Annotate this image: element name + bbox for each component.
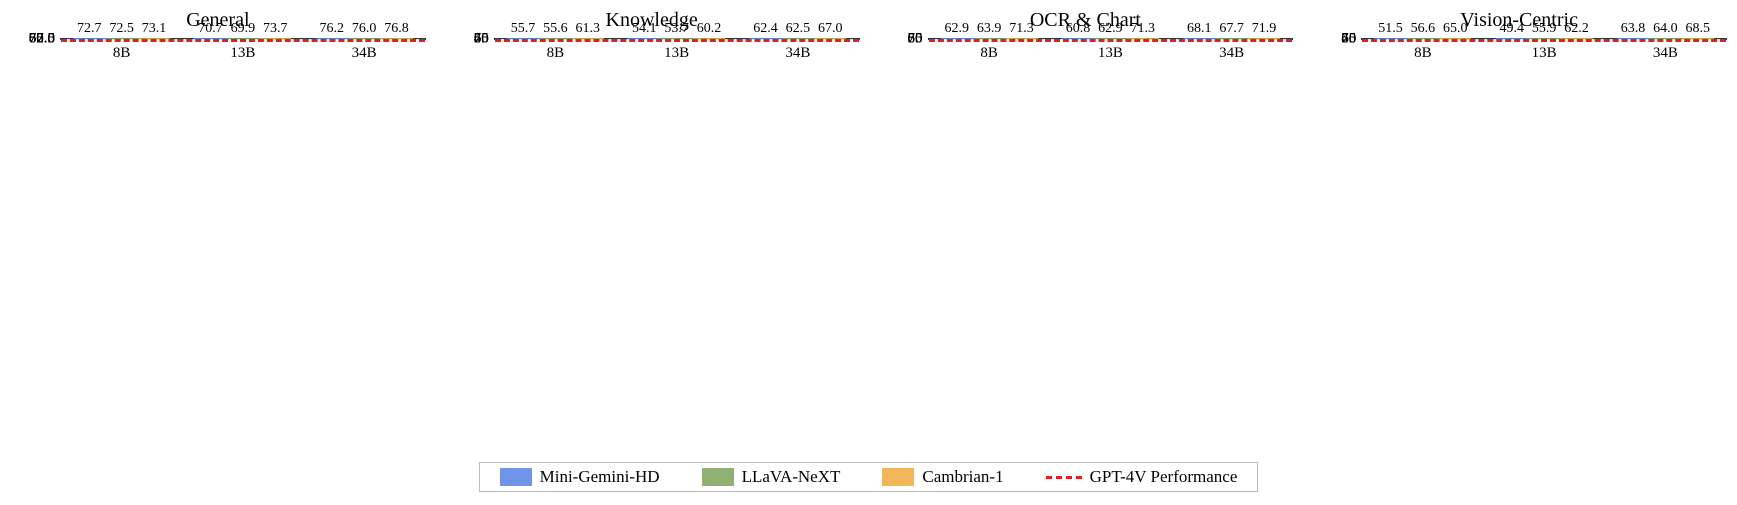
ytick-label: 70 (474, 31, 489, 48)
legend-label: GPT-4V Performance (1090, 467, 1238, 487)
xtick-label: 34B (1653, 45, 1678, 62)
bar-value-label: 67.7 (1219, 21, 1244, 37)
ytick-label: 80.0 (29, 31, 55, 48)
bar-value-label: 76.2 (320, 21, 345, 37)
bar-value-label: 60.8 (1066, 21, 1091, 37)
bar-value-label: 62.9 (945, 21, 970, 37)
panel-3: Vision-Centric45505560657051.556.665.08B… (1311, 10, 1727, 430)
gpt4v-refline (1362, 39, 1726, 42)
bar-value-label: 71.3 (1009, 21, 1034, 37)
bar-value-label: 62.9 (1098, 21, 1123, 37)
legend-item-llava_next: LLaVA-NeXT (702, 467, 841, 487)
bar-value-label: 60.2 (697, 21, 722, 37)
bar-value-label: 72.7 (77, 21, 102, 37)
plot-area: 55606570758062.963.971.38B60.862.971.313… (928, 38, 1294, 40)
xtick-label: 13B (664, 45, 689, 62)
bar-value-label: 54.1 (632, 21, 657, 37)
bar-value-label: 65.0 (1443, 21, 1468, 37)
bar-value-label: 49.4 (1500, 21, 1525, 37)
bar-value-label: 72.5 (109, 21, 134, 37)
bar-value-label: 73.1 (142, 21, 167, 37)
bar-value-label: 61.3 (575, 21, 600, 37)
legend-item-cambrian_1: Cambrian-1 (882, 467, 1003, 487)
bar-value-label: 67.0 (818, 21, 843, 37)
bar-value-label: 51.5 (1378, 21, 1403, 37)
bar-value-label: 62.2 (1564, 21, 1589, 37)
xtick-label: 8B (113, 45, 131, 62)
bar-value-label: 55.9 (1532, 21, 1557, 37)
panel-2: OCR & Chart55606570758062.963.971.38B60.… (878, 10, 1294, 430)
bar-value-label: 55.7 (511, 21, 536, 37)
bar-value-label: 73.7 (263, 21, 288, 37)
legend: Mini-Gemini-HD LLaVA-NeXT Cambrian-1 GPT-4V… (479, 462, 1259, 492)
bar-value-label: 68.5 (1685, 21, 1710, 37)
xtick-label: 34B (1219, 45, 1244, 62)
bar-value-label: 76.8 (384, 21, 409, 37)
legend-swatch (882, 468, 914, 486)
ytick-label: 80 (908, 31, 923, 48)
xtick-label: 13B (1098, 45, 1123, 62)
xtick-label: 8B (547, 45, 565, 62)
gpt4v-refline (929, 39, 1293, 42)
bar-value-label: 56.6 (1411, 21, 1436, 37)
legend-item-mini_gemini_hd: Mini-Gemini-HD (500, 467, 660, 487)
bar-value-label: 76.0 (352, 21, 377, 37)
bar-value-label: 71.3 (1130, 21, 1155, 37)
xtick-label: 13B (230, 45, 255, 62)
bar-value-label: 64.0 (1653, 21, 1678, 37)
legend-label: Cambrian-1 (922, 467, 1003, 487)
bar-value-label: 69.9 (231, 21, 256, 37)
xtick-label: 34B (352, 45, 377, 62)
figure: General60.062.565.067.570.072.575.077.58… (10, 10, 1727, 495)
bar-value-label: 62.4 (753, 21, 778, 37)
xtick-label: 13B (1532, 45, 1557, 62)
xtick-label: 34B (785, 45, 810, 62)
ytick-label: 70 (1341, 31, 1356, 48)
legend-line-swatch (1046, 476, 1082, 479)
bar-value-label: 70.7 (198, 21, 223, 37)
panel-0: General60.062.565.067.570.072.575.077.58… (10, 10, 426, 430)
gpt4v-refline (495, 39, 859, 42)
plot-area: 45505560657051.556.665.08B49.455.962.213… (1361, 38, 1727, 40)
xtick-label: 8B (980, 45, 998, 62)
panels-row: General60.062.565.067.570.072.575.077.58… (10, 10, 1727, 430)
legend-swatch (702, 468, 734, 486)
gpt4v-refline (61, 39, 425, 42)
panel-1: Knowledge45505560657055.755.661.38B54.15… (444, 10, 860, 430)
bar-value-label: 63.9 (977, 21, 1002, 37)
bar-value-label: 53.7 (664, 21, 689, 37)
bar-value-label: 71.9 (1252, 21, 1277, 37)
bar-value-label: 55.6 (543, 21, 568, 37)
legend-label: Mini-Gemini-HD (540, 467, 660, 487)
plot-area: 45505560657055.755.661.38B54.153.760.213… (494, 38, 860, 40)
xtick-label: 8B (1414, 45, 1432, 62)
bar-value-label: 63.8 (1621, 21, 1646, 37)
plot-area: 60.062.565.067.570.072.575.077.580.072.7… (60, 38, 426, 40)
bar-value-label: 68.1 (1187, 21, 1212, 37)
legend-item-refline: GPT-4V Performance (1046, 467, 1238, 487)
bar-value-label: 62.5 (786, 21, 811, 37)
legend-label: LLaVA-NeXT (742, 467, 841, 487)
legend-swatch (500, 468, 532, 486)
